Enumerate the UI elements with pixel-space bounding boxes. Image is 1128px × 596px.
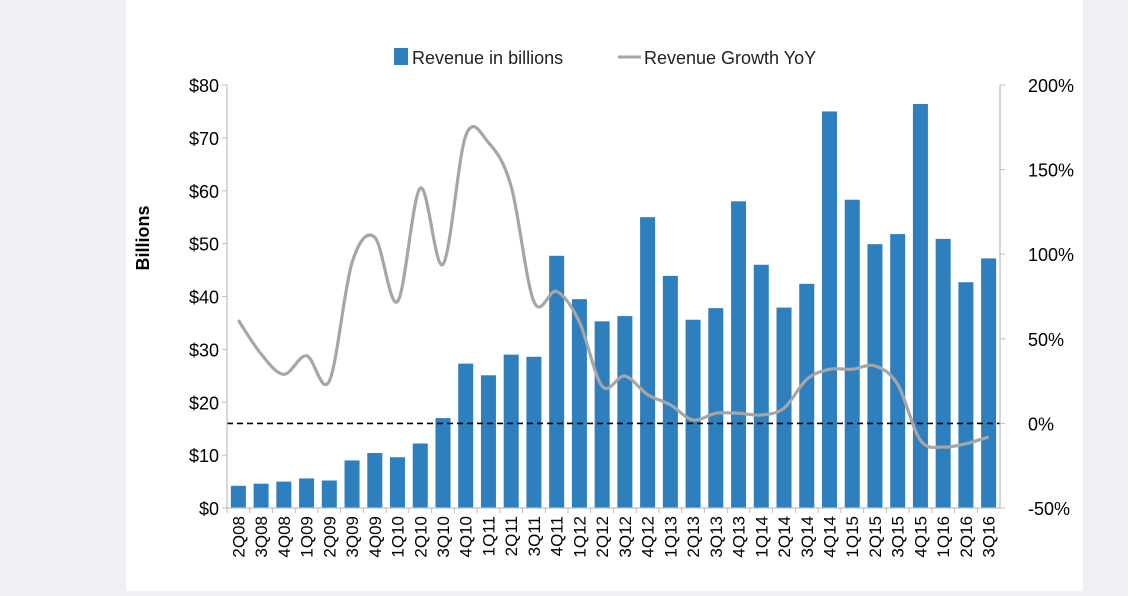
x-tick-label: 3Q15 (889, 516, 908, 558)
x-tick-label: 1Q09 (298, 516, 317, 558)
x-tick-label: 2Q16 (957, 516, 976, 558)
revenue-bar (299, 478, 314, 508)
y-tick-label: $30 (189, 340, 219, 360)
y2-tick-label: 150% (1028, 161, 1074, 181)
x-tick-label: 1Q13 (661, 516, 680, 558)
x-tick-label: 3Q12 (616, 516, 635, 558)
revenue-bar (708, 308, 723, 508)
x-tick-label: 2Q14 (775, 516, 794, 558)
y2-tick-label: -50% (1028, 499, 1070, 519)
revenue-bar (867, 244, 882, 508)
revenue-bar (754, 265, 769, 508)
revenue-bar (845, 200, 860, 508)
x-tick-label: 4Q11 (548, 516, 567, 556)
revenue-bar (958, 282, 973, 508)
x-tick-label: 3Q16 (980, 516, 999, 558)
revenue-bar (435, 418, 450, 508)
y-tick-label: $70 (189, 129, 219, 149)
revenue-bar (390, 457, 405, 508)
revenue-bar (413, 443, 428, 508)
x-tick-label: 2Q15 (866, 516, 885, 558)
x-tick-label: 4Q12 (639, 516, 658, 558)
revenue-bar (686, 320, 701, 508)
revenue-bar (981, 258, 996, 508)
y-tick-label: $0 (199, 499, 219, 519)
x-tick-label: 3Q13 (707, 516, 726, 558)
x-tick-label: 4Q08 (275, 516, 294, 558)
revenue-bar (504, 355, 519, 508)
legend-swatch-revenue (394, 48, 408, 65)
axes (227, 85, 1000, 508)
x-tick-label: 2Q13 (684, 516, 703, 558)
revenue-bar (526, 357, 541, 508)
x-tick-label: 2Q12 (593, 516, 612, 558)
y-axis-title: Billions (133, 205, 153, 270)
y-tick-label: $40 (189, 288, 219, 308)
revenue-bar (345, 460, 360, 508)
revenue-bar (231, 486, 246, 508)
y2-tick-label: 0% (1028, 414, 1054, 434)
x-tick-label: 1Q15 (843, 516, 862, 558)
revenue-bar (822, 111, 837, 508)
x-tick-label: 1Q12 (570, 516, 589, 558)
revenue-bar (799, 284, 814, 508)
revenue-bar (890, 234, 905, 508)
x-tick-label: 4Q13 (730, 516, 749, 558)
y-tick-label: $20 (189, 393, 219, 413)
revenue-bar (936, 239, 951, 508)
x-tick-label: 3Q10 (434, 516, 453, 558)
revenue-bar (322, 481, 337, 508)
x-tick-label: 1Q11 (479, 516, 498, 556)
revenue-bar (572, 299, 587, 508)
x-tick-label: 1Q10 (389, 516, 408, 558)
revenue-bar (481, 375, 496, 508)
revenue-bar (367, 453, 382, 508)
y-tick-label: $10 (189, 446, 219, 466)
x-tick-label: 2Q11 (502, 516, 521, 556)
legend: Revenue in billions Revenue Growth YoY (394, 48, 816, 68)
revenue-bar (254, 484, 269, 508)
x-tick-label: 3Q09 (343, 516, 362, 558)
legend-label-revenue: Revenue in billions (412, 48, 563, 68)
revenue-bar (913, 104, 928, 508)
x-tick-label: 3Q11 (525, 516, 544, 556)
revenue-bar (617, 316, 632, 508)
chart-canvas: Revenue in billions Revenue Growth YoY B… (126, 0, 1083, 591)
revenue-bar (663, 276, 678, 508)
y-axis-ticks: $0 $10 $20 $30 $40 $50 $60 $70 $80 (189, 76, 227, 519)
y2-tick-label: 200% (1028, 76, 1074, 96)
y2-axis-ticks: -50% 0% 50% 100% 150% 200% (1000, 76, 1074, 519)
revenue-bar (640, 217, 655, 508)
revenue-bars (231, 104, 996, 508)
y2-tick-label: 100% (1028, 245, 1074, 265)
x-tick-label: 3Q14 (798, 516, 817, 558)
x-tick-label: 2Q10 (411, 516, 430, 558)
y-tick-label: $50 (189, 235, 219, 255)
revenue-chart: Revenue in billions Revenue Growth YoY B… (126, 0, 1083, 591)
x-tick-label: 2Q08 (229, 516, 248, 558)
revenue-bar (595, 321, 610, 508)
x-tick-label: 4Q09 (366, 516, 385, 558)
x-tick-label: 3Q08 (252, 516, 271, 558)
x-tick-label: 1Q14 (752, 516, 771, 558)
x-tick-label: 4Q14 (820, 516, 839, 558)
x-tick-label: 4Q10 (457, 516, 476, 558)
x-tick-label: 4Q15 (911, 516, 930, 558)
x-tick-label: 1Q16 (934, 516, 953, 558)
legend-label-growth: Revenue Growth YoY (644, 48, 816, 68)
y-tick-label: $60 (189, 182, 219, 202)
revenue-bar (458, 364, 473, 508)
y-tick-label: $80 (189, 76, 219, 96)
y2-tick-label: 50% (1028, 330, 1064, 350)
revenue-bar (276, 482, 291, 508)
revenue-bar (731, 201, 746, 508)
x-tick-label: 2Q09 (320, 516, 339, 558)
